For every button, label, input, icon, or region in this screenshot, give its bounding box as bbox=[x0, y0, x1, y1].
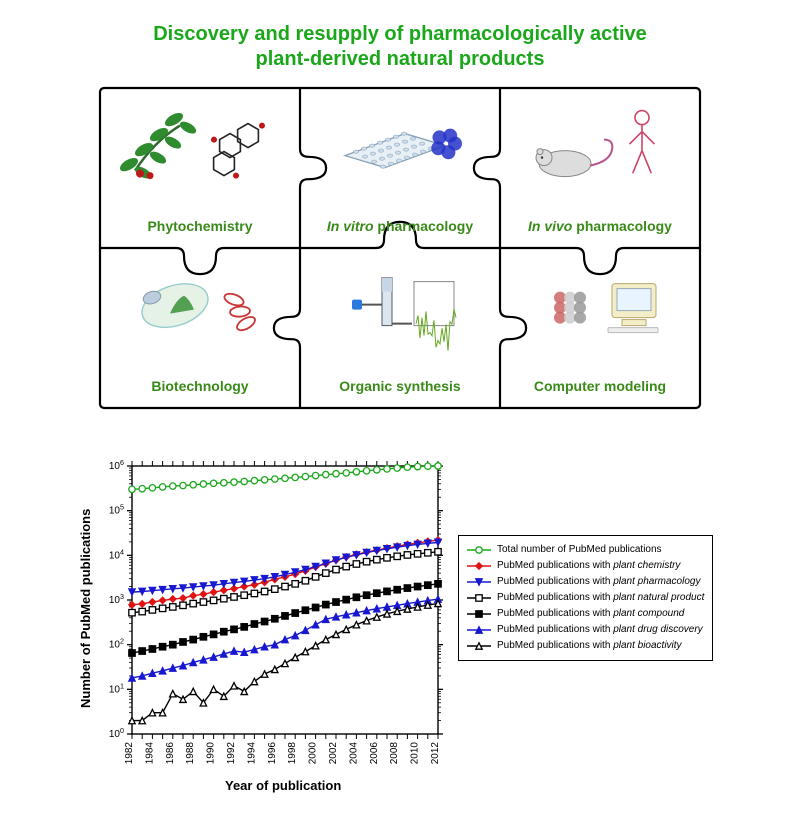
svg-text:102: 102 bbox=[109, 636, 124, 651]
svg-text:2004: 2004 bbox=[348, 742, 359, 765]
title-line-2: plant-derived natural products bbox=[256, 48, 545, 70]
svg-text:2006: 2006 bbox=[369, 742, 380, 765]
legend-entry: PubMed publications with plant bioactivi… bbox=[467, 638, 704, 654]
svg-text:105: 105 bbox=[109, 502, 124, 517]
svg-text:2002: 2002 bbox=[328, 742, 339, 765]
svg-text:1984: 1984 bbox=[144, 742, 155, 765]
figure-title: Discovery and resupply of pharmacologica… bbox=[0, 0, 800, 72]
puzzle-piece-label: In vitro pharmacology bbox=[310, 218, 490, 234]
svg-text:104: 104 bbox=[109, 547, 124, 562]
legend-entry: PubMed publications with plant natural p… bbox=[467, 590, 704, 606]
svg-text:1998: 1998 bbox=[287, 742, 298, 765]
svg-text:1996: 1996 bbox=[267, 742, 278, 765]
legend-entry: PubMed publications with plant pharmacol… bbox=[467, 574, 704, 590]
svg-text:1990: 1990 bbox=[206, 742, 217, 765]
svg-text:1992: 1992 bbox=[226, 742, 237, 765]
puzzle-piece-label: In vivo pharmacology bbox=[510, 218, 690, 234]
puzzle-piece-label: Organic synthesis bbox=[310, 378, 490, 394]
y-axis-label: Number of PubMed publications bbox=[78, 509, 93, 708]
svg-text:100: 100 bbox=[109, 726, 124, 741]
puzzle-piece-label: Phytochemistry bbox=[110, 218, 290, 234]
legend-entry: Total number of PubMed publications bbox=[467, 542, 704, 558]
puzzle-outline bbox=[96, 80, 704, 420]
svg-text:1982: 1982 bbox=[124, 742, 135, 765]
puzzle-piece-label: Biotechnology bbox=[110, 378, 290, 394]
svg-text:1988: 1988 bbox=[185, 742, 196, 765]
svg-text:1986: 1986 bbox=[165, 742, 176, 765]
svg-text:106: 106 bbox=[109, 458, 124, 472]
svg-text:103: 103 bbox=[109, 592, 124, 607]
puzzle-grid: Phytochemistry In vitro pharmacology In vi… bbox=[96, 80, 704, 420]
title-line-1: Discovery and resupply of pharmacologica… bbox=[153, 23, 647, 45]
legend-entry: PubMed publications with plant chemistry bbox=[467, 558, 704, 574]
svg-text:101: 101 bbox=[109, 681, 124, 696]
puzzle-piece-label: Computer modeling bbox=[510, 378, 690, 394]
chart-legend: Total number of PubMed publicationsPubMe… bbox=[458, 535, 713, 661]
legend-entry: PubMed publications with plant drug disc… bbox=[467, 622, 704, 638]
svg-text:2008: 2008 bbox=[389, 742, 400, 765]
legend-entry: PubMed publications with plant compound bbox=[467, 606, 704, 622]
x-axis-label: Year of publication bbox=[225, 778, 341, 793]
svg-text:2010: 2010 bbox=[410, 742, 421, 765]
svg-text:2000: 2000 bbox=[308, 742, 319, 765]
svg-text:1994: 1994 bbox=[246, 742, 257, 765]
publication-chart: Number of PubMed publications Year of pu… bbox=[70, 458, 730, 798]
svg-text:2012: 2012 bbox=[430, 742, 441, 765]
